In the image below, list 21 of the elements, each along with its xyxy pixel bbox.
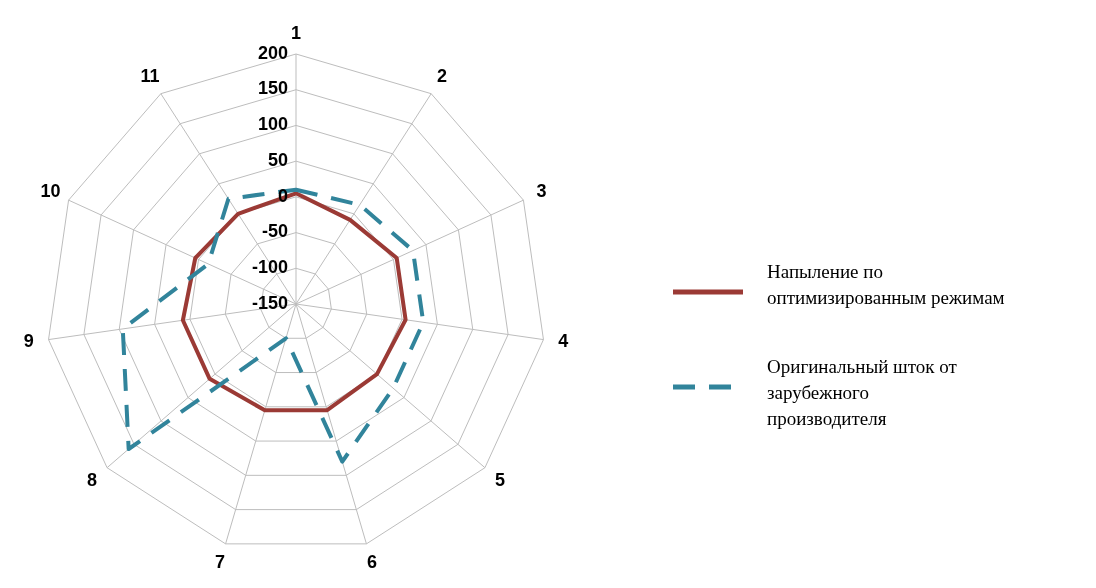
legend-label: Оригинальный шток от зарубежного производителя bbox=[767, 356, 958, 429]
spoke-label: 4 bbox=[558, 331, 569, 352]
y-tick-label: 50 bbox=[267, 149, 288, 170]
spoke-label: 3 bbox=[536, 180, 547, 201]
y-tick-label: -150 bbox=[251, 292, 288, 313]
spoke-label: 6 bbox=[367, 551, 378, 572]
y-tick-label: 0 bbox=[277, 185, 288, 206]
y-tick-label: 100 bbox=[257, 114, 288, 135]
spoke-label: 1 bbox=[290, 22, 302, 43]
y-tick-label: -100 bbox=[251, 257, 288, 278]
spoke-label: 8 bbox=[86, 469, 97, 490]
spoke-label: 7 bbox=[214, 551, 225, 572]
y-tick-label: 150 bbox=[257, 78, 288, 99]
legend-label: Напыление по оптимизированным режимам bbox=[767, 261, 1005, 308]
spoke-label: 11 bbox=[140, 65, 160, 86]
spoke-label: 2 bbox=[436, 65, 447, 86]
spoke-label: 5 bbox=[495, 469, 506, 490]
spoke-label: 9 bbox=[23, 331, 34, 352]
y-tick-label: 200 bbox=[257, 42, 288, 63]
y-tick-label: -50 bbox=[261, 221, 288, 242]
spoke-label: 10 bbox=[40, 180, 61, 201]
